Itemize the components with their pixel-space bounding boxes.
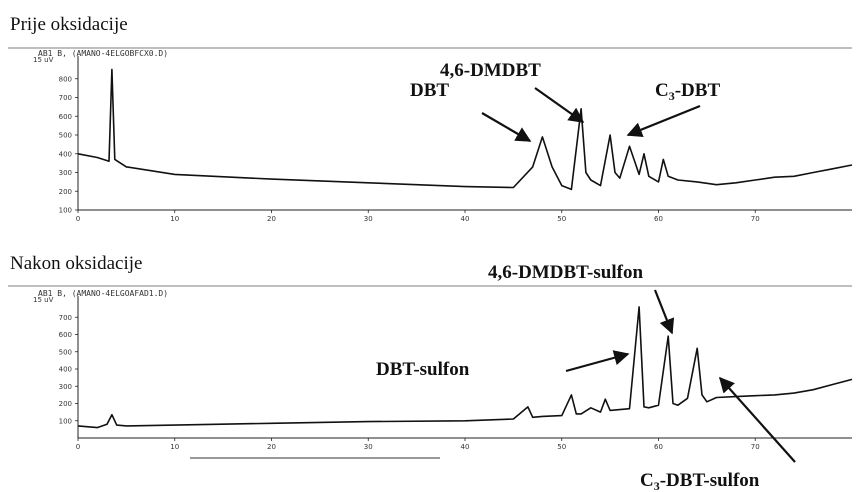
x-tick-label: 60 <box>654 443 663 451</box>
y-tick-label: 800 <box>59 75 72 83</box>
annotation-arrow <box>718 376 796 463</box>
chart-panel-2: AB1 B, (AMANO-4ELGOAFAD1.D)15 uV70060050… <box>8 262 853 492</box>
annotation-text: 4,6-DMDBT-sulfon <box>488 262 643 283</box>
annotation-text-after: -DBT-sulfon <box>660 470 760 491</box>
annotation-text: DBT-sulfon <box>376 359 470 380</box>
y-tick-label: 300 <box>59 383 72 391</box>
x-tick-label: 40 <box>461 215 470 223</box>
x-tick-label: 20 <box>267 215 276 223</box>
y-unit-label: 15 uV <box>33 56 54 64</box>
peak-annotation-label: DBT <box>410 80 449 101</box>
y-tick-label: 500 <box>59 132 72 140</box>
peak-annotation-label: 4,6-DMDBT <box>440 60 541 81</box>
x-tick-label: 30 <box>364 443 373 451</box>
x-tick-label: 10 <box>170 443 179 451</box>
y-tick-label: 400 <box>59 150 72 158</box>
chromatogram-trace <box>77 68 853 191</box>
annotation-text: C <box>655 80 669 101</box>
y-unit-label: 15 uV <box>33 296 54 304</box>
annotation-arrow <box>534 87 585 123</box>
x-tick-label: 60 <box>654 215 663 223</box>
x-tick-label: 0 <box>76 443 80 451</box>
chromatogram-trace <box>77 306 853 429</box>
x-tick-label: 20 <box>267 443 276 451</box>
x-tick-label: 70 <box>751 443 760 451</box>
y-tick-label: 700 <box>59 314 72 322</box>
y-tick-label: 100 <box>59 417 72 425</box>
y-tick-label: 600 <box>59 331 72 339</box>
peak-annotation-label: C3-DBT <box>655 80 720 103</box>
annotation-subscript: 3 <box>654 479 660 492</box>
annotation-arrow <box>565 350 630 373</box>
x-tick-label: 50 <box>557 215 566 223</box>
x-tick-label: 30 <box>364 215 373 223</box>
annotation-text: 4,6-DMDBT <box>440 60 541 81</box>
annotation-arrow <box>626 104 701 137</box>
annotation-text-after: -DBT <box>675 80 721 101</box>
annotation-arrow <box>653 289 675 335</box>
y-tick-label: 100 <box>59 207 72 215</box>
annotation-text: C <box>640 470 654 491</box>
y-tick-label: 600 <box>59 113 72 121</box>
annotation-arrow <box>481 112 532 142</box>
x-tick-label: 0 <box>76 215 80 223</box>
bottom-chart-title: Nakon oksidacije <box>10 253 143 274</box>
y-tick-label: 500 <box>59 348 72 356</box>
y-tick-label: 700 <box>59 94 72 102</box>
chart-header: AB1 B, (AMANO-4ELGOBFCX0.D) <box>38 49 168 58</box>
annotation-subscript: 3 <box>669 89 675 103</box>
y-tick-label: 200 <box>59 400 72 408</box>
top-chart-title: Prije oksidacije <box>10 14 128 35</box>
annotation-text: DBT <box>410 80 449 101</box>
peak-annotation-label: C3-DBT-sulfon <box>640 470 760 492</box>
y-tick-label: 200 <box>59 188 72 196</box>
peak-annotation-label: DBT-sulfon <box>376 359 470 380</box>
x-tick-label: 10 <box>170 215 179 223</box>
peak-annotation-label: 4,6-DMDBT-sulfon <box>488 262 643 283</box>
y-tick-label: 400 <box>59 366 72 374</box>
x-tick-label: 50 <box>557 443 566 451</box>
x-tick-label: 70 <box>751 215 760 223</box>
x-tick-label: 40 <box>461 443 470 451</box>
y-tick-label: 300 <box>59 169 72 177</box>
chart-panel-1: AB1 B, (AMANO-4ELGOBFCX0.D)15 uV80070060… <box>8 47 853 223</box>
chart-header: AB1 B, (AMANO-4ELGOAFAD1.D) <box>38 289 168 298</box>
